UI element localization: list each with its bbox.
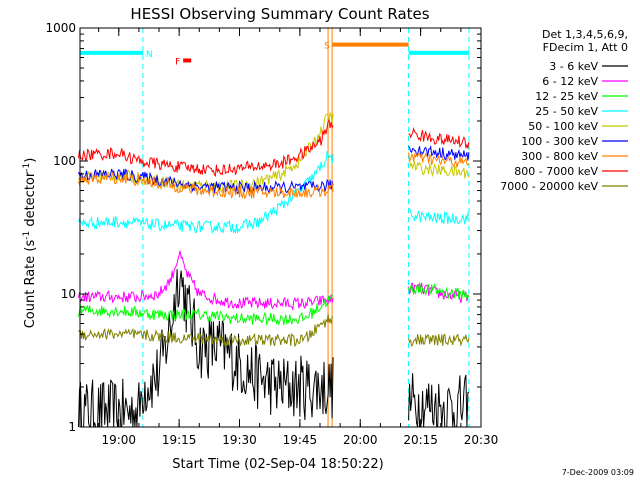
y-tick-label-1: 10 (61, 287, 76, 301)
series-7-line (78, 118, 334, 178)
series-6 (78, 152, 470, 199)
series-0-line (408, 373, 470, 428)
legend-header-1: FDecim 1, Att 0 (543, 41, 628, 54)
chart-title: HESSI Observing Summary Count Rates (130, 5, 429, 23)
y-tick-label-2: 100 (53, 154, 76, 168)
series-5-line (408, 144, 470, 161)
annotation-bar-3 (408, 50, 469, 55)
x-tick-label-5: 20:15 (403, 433, 438, 447)
axes: 19:00 19:15 19:30 19:45 20:00 20:15 20:30 1 10 10… (45, 21, 498, 447)
x-tick-label-4: 20:00 (343, 433, 378, 447)
legend-label-0: 3 - 6 keV (549, 60, 598, 73)
series-6-line (78, 171, 334, 199)
series-8-line (78, 314, 334, 348)
legend-label-1: 6 - 12 keV (542, 75, 598, 88)
annotation-bar-1 (183, 58, 192, 63)
x-tick-label-2: 19:30 (222, 433, 257, 447)
y-axis-label-part: -1 (22, 163, 32, 172)
series-1-line (78, 250, 334, 312)
series-7-line (408, 127, 470, 150)
legend-label-4: 50 - 100 keV (528, 120, 598, 133)
series-3-line (78, 151, 334, 235)
y-tick-label-3: 1000 (45, 21, 76, 35)
y-axis-label-part: ) (23, 158, 38, 163)
series-7 (78, 118, 470, 178)
x-tick-label-1: 19:15 (162, 433, 197, 447)
legend-label-2: 12 - 25 keV (535, 90, 598, 103)
x-tick-label-6: 20:30 (464, 433, 499, 447)
annotation-label-2: S (324, 42, 330, 52)
annotation-label-1: F (175, 57, 180, 67)
series-5-line (78, 168, 334, 195)
legend-label-5: 100 - 300 keV (521, 135, 598, 148)
x-tick-label-0: 19:00 (101, 433, 136, 447)
series-5 (78, 144, 470, 195)
y-tick-label-0: 1 (68, 420, 76, 434)
y-axis-label-part: -1 (22, 231, 32, 240)
series-3 (78, 151, 470, 235)
x-axis-label: Start Time (02-Sep-04 18:50:22) (172, 457, 383, 472)
annotation-label-0: N (146, 50, 153, 60)
series-2-line (408, 282, 470, 300)
legend-label-8: 7000 - 20000 keV (500, 180, 598, 193)
legend-label-3: 25 - 50 keV (535, 105, 598, 118)
series-layer (78, 112, 470, 428)
annotation-bar-2 (332, 42, 409, 47)
y-axis-label: Count Rate (s-1 detector-1) (22, 158, 38, 329)
vertical-lines (142, 28, 470, 427)
x-tick-label-3: 19:45 (283, 433, 318, 447)
series-2-line (78, 294, 334, 327)
series-1 (78, 250, 470, 312)
annotation-bar-0 (80, 50, 143, 55)
series-3-line (408, 208, 470, 225)
series-1-line (408, 282, 470, 304)
series-8 (78, 314, 470, 348)
legend-label-6: 300 - 800 keV (521, 150, 598, 163)
plot-frame (79, 27, 482, 428)
series-8-line (408, 333, 470, 347)
legend: Det 1,3,4,5,6,9,FDecim 1, Att 0 3 - 6 keV… (500, 28, 628, 193)
y-axis-label-part: Count Rate (s (23, 240, 38, 329)
legend-label-7: 800 - 7000 keV (514, 165, 598, 178)
series-4-line (408, 160, 470, 179)
footer-timestamp: 7-Dec-2009 03:09 (562, 468, 634, 477)
series-6-line (408, 152, 470, 169)
legend-header-0: Det 1,3,4,5,6,9, (542, 28, 628, 41)
y-axis-label-part: detector (23, 171, 38, 231)
annotation-layer: N F S (80, 42, 469, 67)
series-2 (78, 282, 470, 327)
